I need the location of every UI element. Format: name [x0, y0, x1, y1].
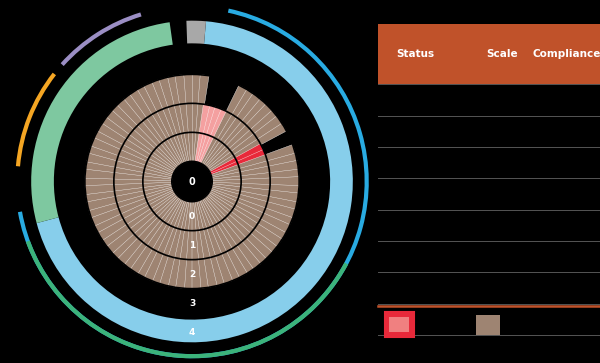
- Bar: [389, 317, 409, 332]
- Wedge shape: [195, 104, 216, 162]
- Wedge shape: [203, 93, 267, 167]
- Wedge shape: [86, 144, 173, 178]
- Wedge shape: [209, 189, 290, 240]
- Wedge shape: [212, 177, 299, 195]
- Wedge shape: [159, 76, 189, 162]
- Wedge shape: [94, 189, 175, 240]
- Wedge shape: [187, 21, 206, 44]
- Bar: [378, 24, 600, 84]
- Wedge shape: [183, 201, 201, 289]
- Wedge shape: [209, 144, 266, 175]
- Text: 0: 0: [189, 212, 195, 221]
- Wedge shape: [201, 85, 254, 165]
- Wedge shape: [175, 74, 193, 162]
- Wedge shape: [151, 200, 188, 286]
- Wedge shape: [85, 184, 173, 211]
- Text: 2: 2: [189, 270, 195, 279]
- Text: 1: 1: [189, 241, 195, 250]
- Wedge shape: [88, 187, 173, 226]
- Wedge shape: [167, 201, 191, 288]
- Wedge shape: [130, 85, 183, 165]
- Wedge shape: [117, 93, 181, 167]
- Wedge shape: [85, 177, 172, 195]
- Wedge shape: [112, 195, 179, 265]
- Wedge shape: [199, 199, 247, 281]
- Wedge shape: [212, 160, 299, 181]
- Wedge shape: [101, 192, 177, 253]
- Wedge shape: [106, 104, 178, 170]
- Wedge shape: [202, 197, 261, 274]
- Wedge shape: [196, 200, 233, 286]
- Text: 3: 3: [189, 299, 195, 307]
- Wedge shape: [31, 22, 173, 223]
- Wedge shape: [211, 144, 298, 178]
- Wedge shape: [191, 74, 209, 162]
- Wedge shape: [144, 79, 186, 163]
- Bar: [385, 313, 413, 337]
- Text: Status: Status: [396, 49, 434, 59]
- Wedge shape: [91, 130, 175, 175]
- Wedge shape: [211, 184, 299, 211]
- Wedge shape: [198, 107, 227, 163]
- Bar: [476, 315, 500, 335]
- Wedge shape: [211, 187, 296, 226]
- Wedge shape: [208, 116, 286, 172]
- Text: 4: 4: [189, 328, 195, 337]
- Text: 0: 0: [188, 176, 196, 187]
- Wedge shape: [207, 192, 283, 253]
- Text: Compliance: Compliance: [533, 49, 600, 59]
- Wedge shape: [137, 199, 185, 281]
- Wedge shape: [123, 197, 182, 274]
- Wedge shape: [37, 21, 353, 342]
- Wedge shape: [193, 201, 217, 288]
- Wedge shape: [98, 116, 176, 172]
- Text: Scale: Scale: [487, 49, 518, 59]
- Wedge shape: [206, 104, 278, 170]
- Wedge shape: [205, 195, 272, 265]
- Wedge shape: [85, 160, 172, 181]
